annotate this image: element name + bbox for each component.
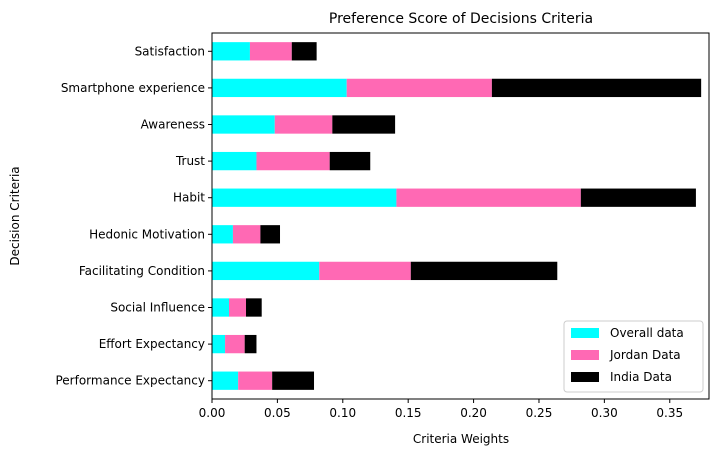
y-tick-label: Awareness <box>141 118 205 132</box>
bar-jordan-data-smartphone-experience <box>346 78 492 98</box>
y-tick-label: Facilitating Condition <box>79 264 205 278</box>
bar-overall-data-habit <box>212 188 397 207</box>
bar-jordan-data-facilitating-condition <box>319 261 411 281</box>
y-axis-label: Decision Criteria <box>8 166 22 265</box>
x-tick-label: 0.35 <box>656 406 683 420</box>
y-tick-label: Trust <box>175 154 205 168</box>
y-tick-label: Social Influence <box>110 301 205 315</box>
y-tick-label: Satisfaction <box>135 44 205 58</box>
bar-india-data-trust <box>329 151 371 171</box>
bar-jordan-data-effort-expectancy <box>225 334 245 354</box>
x-axis-label: Criteria Weights <box>413 432 509 446</box>
bar-jordan-data-performance-expectancy <box>238 371 273 390</box>
bar-jordan-data-satisfaction <box>249 42 292 61</box>
bar-jordan-data-awareness <box>274 115 333 134</box>
bar-overall-data-effort-expectancy <box>212 334 226 354</box>
x-tick-label: 0.25 <box>526 406 553 420</box>
bar-india-data-facilitating-condition <box>410 261 558 281</box>
y-tick-label: Performance Expectancy <box>55 374 205 388</box>
legend: Overall data Jordan Data India Data <box>563 320 704 393</box>
legend-swatch-india-data <box>571 372 599 382</box>
bar-overall-data-facilitating-condition <box>212 261 320 281</box>
bar-overall-data-hedonic-motivation <box>212 225 233 244</box>
bars-group <box>212 42 702 390</box>
bar-india-data-smartphone-experience <box>491 78 702 98</box>
bar-overall-data-smartphone-experience <box>212 78 347 98</box>
bar-overall-data-social-influence <box>212 298 230 317</box>
legend-label-india-data: India Data <box>610 370 672 384</box>
legend-label-overall-data: Overall data <box>610 326 684 340</box>
bar-india-data-effort-expectancy <box>244 334 257 354</box>
bar-india-data-satisfaction <box>291 42 317 61</box>
bar-india-data-habit <box>580 188 696 207</box>
y-tick-label: Hedonic Motivation <box>89 227 205 241</box>
bar-jordan-data-habit <box>396 188 581 207</box>
bar-overall-data-performance-expectancy <box>212 371 239 390</box>
y-tick-label: Habit <box>173 191 205 205</box>
bar-jordan-data-social-influence <box>229 298 247 317</box>
y-tick-label: Smartphone experience <box>61 81 205 95</box>
legend-label-jordan-data: Jordan Data <box>609 348 681 362</box>
x-tick-label: 0.05 <box>264 406 291 420</box>
bar-india-data-awareness <box>332 115 396 134</box>
bar-india-data-performance-expectancy <box>272 371 315 390</box>
bar-overall-data-trust <box>212 151 257 171</box>
plot-frame <box>211 32 710 400</box>
bar-jordan-data-hedonic-motivation <box>232 225 261 244</box>
legend-swatch-overall-data <box>571 328 599 338</box>
x-tick-label: 0.10 <box>329 406 356 420</box>
y-tick-label: Effort Expectancy <box>99 337 205 351</box>
bar-jordan-data-trust <box>256 151 330 171</box>
x-tick-label: 0.15 <box>395 406 422 420</box>
x-tick-label: 0.00 <box>199 406 226 420</box>
y-axis-ticks: Performance Expectancy Effort Expectancy S… <box>55 44 212 388</box>
x-tick-label: 0.20 <box>460 406 487 420</box>
legend-swatch-jordan-data <box>571 350 599 360</box>
bar-india-data-social-influence <box>246 298 262 317</box>
x-axis-ticks: 0.00 0.05 0.10 0.15 0.20 0.25 0.30 0.35 <box>199 399 683 420</box>
bar-india-data-hedonic-motivation <box>260 225 281 244</box>
chart-title: Preference Score of Decisions Criteria <box>329 11 593 27</box>
bar-overall-data-satisfaction <box>212 42 250 61</box>
x-tick-label: 0.30 <box>591 406 618 420</box>
bar-overall-data-awareness <box>212 115 275 134</box>
